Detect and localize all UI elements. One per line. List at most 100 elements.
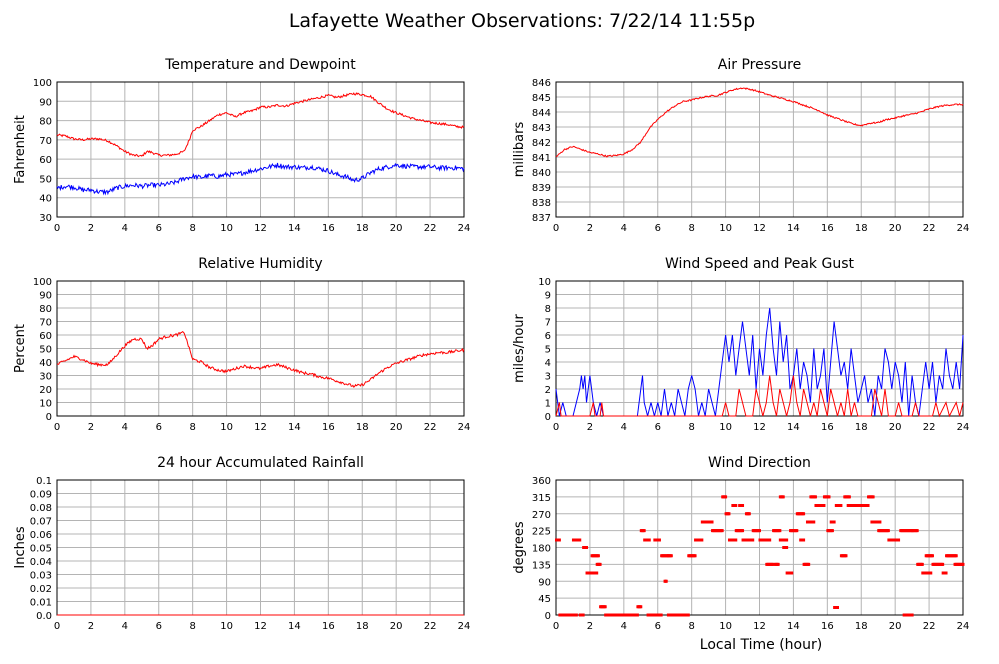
y-tick-label: 60 bbox=[39, 155, 52, 166]
y-tick-label: 0 bbox=[545, 611, 551, 622]
data-point bbox=[897, 538, 901, 542]
chart-title: Air Pressure bbox=[718, 57, 801, 73]
data-point bbox=[595, 571, 599, 575]
series-line-0 bbox=[555, 87, 964, 158]
y-tick-label: 838 bbox=[532, 198, 551, 209]
series-line-1 bbox=[56, 162, 465, 196]
data-point bbox=[844, 554, 848, 558]
x-tick-label: 14 bbox=[288, 422, 301, 433]
chart-title: Temperature and Dewpoint bbox=[164, 57, 356, 73]
x-tick-label: 6 bbox=[655, 422, 661, 433]
x-tick-label: 22 bbox=[923, 223, 936, 234]
x-tick-label: 10 bbox=[220, 422, 233, 433]
data-point bbox=[599, 562, 602, 566]
y-tick-label: 846 bbox=[532, 78, 551, 89]
x-tick-label: 22 bbox=[424, 621, 437, 632]
chart-title: Relative Humidity bbox=[198, 256, 322, 272]
data-point bbox=[822, 504, 826, 507]
x-tick-label: 10 bbox=[719, 223, 732, 234]
data-point bbox=[814, 495, 817, 499]
data-point bbox=[867, 504, 870, 507]
y-tick-label: 5 bbox=[545, 345, 551, 356]
data-point bbox=[721, 529, 724, 533]
x-tick-label: 20 bbox=[390, 621, 403, 632]
y-tick-label: 0 bbox=[46, 412, 52, 423]
y-tick-label: 844 bbox=[532, 108, 551, 119]
y-tick-label: 90 bbox=[538, 577, 551, 588]
data-point bbox=[748, 512, 751, 516]
data-point bbox=[648, 538, 651, 542]
data-point bbox=[575, 613, 578, 617]
y-tick-label: 2 bbox=[545, 385, 551, 396]
y-axis-label: degrees bbox=[512, 521, 527, 574]
x-tick-label: 4 bbox=[621, 223, 627, 234]
y-tick-label: 20 bbox=[39, 385, 52, 396]
data-point bbox=[665, 579, 668, 583]
x-tick-label: 12 bbox=[254, 621, 267, 632]
data-point bbox=[790, 571, 794, 575]
x-tick-label: 24 bbox=[957, 621, 970, 632]
y-tick-label: 843 bbox=[532, 123, 551, 134]
data-point bbox=[839, 504, 843, 507]
y-tick-label: 100 bbox=[33, 78, 52, 89]
x-tick-label: 6 bbox=[156, 621, 162, 632]
data-point bbox=[582, 613, 585, 617]
x-tick-label: 2 bbox=[88, 422, 94, 433]
x-tick-label: 24 bbox=[458, 223, 471, 234]
y-tick-label: 10 bbox=[538, 277, 551, 288]
y-tick-label: 845 bbox=[532, 93, 551, 104]
data-point bbox=[929, 571, 933, 575]
chart-title: Wind Speed and Peak Gust bbox=[665, 256, 854, 272]
x-tick-label: 8 bbox=[688, 422, 694, 433]
x-tick-label: 10 bbox=[220, 621, 233, 632]
y-tick-label: 0.01 bbox=[30, 598, 52, 609]
data-point bbox=[727, 512, 731, 516]
x-tick-label: 4 bbox=[621, 422, 627, 433]
y-tick-label: 4 bbox=[545, 358, 551, 369]
y-tick-label: 0.1 bbox=[36, 476, 52, 487]
x-tick-label: 16 bbox=[821, 422, 834, 433]
x-tick-label: 0 bbox=[553, 422, 559, 433]
y-tick-label: 360 bbox=[532, 476, 551, 487]
data-point bbox=[751, 538, 755, 542]
y-tick-label: 45 bbox=[538, 594, 551, 605]
x-tick-label: 4 bbox=[621, 621, 627, 632]
data-point bbox=[734, 504, 738, 507]
x-tick-label: 20 bbox=[889, 422, 902, 433]
y-axis-label: Inches bbox=[13, 526, 28, 568]
y-tick-label: 70 bbox=[39, 136, 52, 147]
data-point bbox=[687, 613, 690, 617]
y-tick-label: 90 bbox=[39, 291, 52, 302]
x-tick-label: 14 bbox=[288, 621, 301, 632]
data-point bbox=[833, 520, 836, 524]
y-tick-label: 0.09 bbox=[30, 490, 52, 501]
x-tick-label: 16 bbox=[322, 422, 335, 433]
x-tick-label: 6 bbox=[156, 223, 162, 234]
x-tick-label: 16 bbox=[821, 621, 834, 632]
y-tick-label: 0.07 bbox=[30, 517, 52, 528]
y-tick-label: 30 bbox=[39, 372, 52, 383]
x-tick-label: 22 bbox=[923, 422, 936, 433]
x-tick-label: 8 bbox=[189, 621, 195, 632]
data-point bbox=[802, 538, 806, 542]
x-tick-label: 20 bbox=[889, 621, 902, 632]
y-tick-label: 80 bbox=[39, 117, 52, 128]
y-tick-label: 9 bbox=[545, 291, 551, 302]
x-tick-label: 14 bbox=[787, 621, 800, 632]
y-tick-label: 180 bbox=[532, 544, 551, 555]
x-tick-label: 0 bbox=[553, 223, 559, 234]
y-tick-label: 7 bbox=[545, 318, 551, 329]
y-tick-label: 80 bbox=[39, 304, 52, 315]
x-tick-label: 10 bbox=[719, 422, 732, 433]
data-point bbox=[777, 562, 780, 566]
y-tick-label: 40 bbox=[39, 194, 52, 205]
series-line-0 bbox=[555, 307, 964, 417]
data-point bbox=[660, 613, 663, 617]
y-tick-label: 8 bbox=[545, 304, 551, 315]
data-point bbox=[578, 538, 582, 542]
data-point bbox=[872, 495, 875, 499]
data-point bbox=[941, 562, 945, 566]
y-tick-label: 3 bbox=[545, 372, 551, 383]
